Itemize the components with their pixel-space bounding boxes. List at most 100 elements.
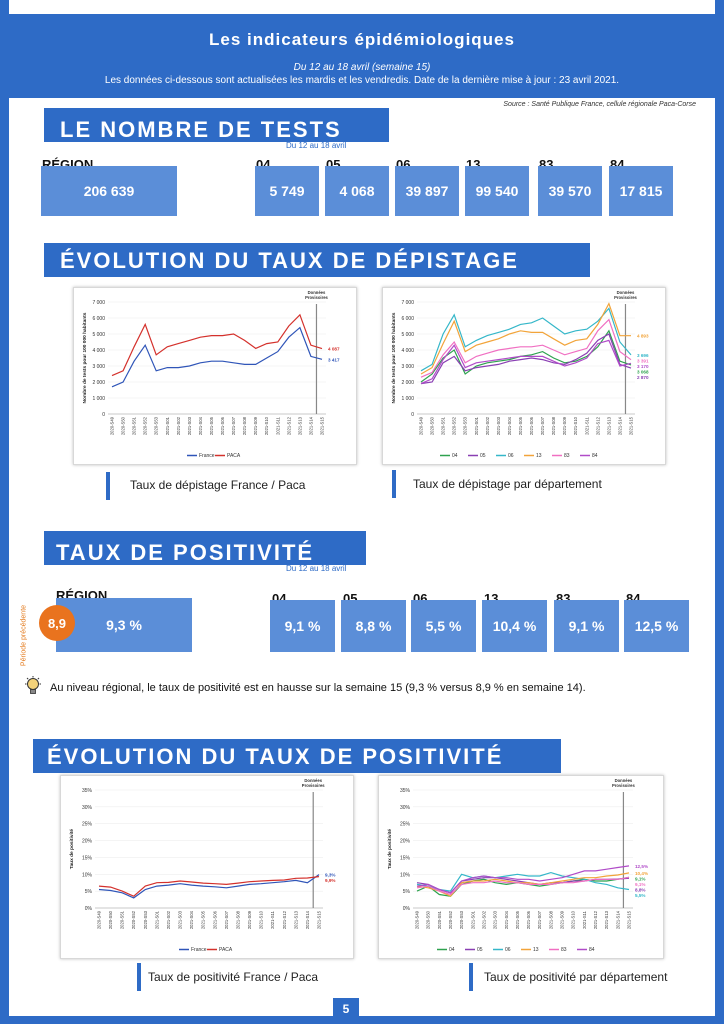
series-line-06 — [420, 307, 632, 372]
x-tick-label: 2021-S06 — [220, 416, 225, 435]
series-line-paca — [111, 313, 323, 377]
tests-dept-value-06: 39 897 — [405, 183, 449, 199]
x-tick-label: 2020-S51 — [120, 910, 125, 929]
chart-screening-departments-svg: 0 1 000 2 000 3 000 4 000 5 000 6 000 7 000 Nomb… — [391, 290, 649, 459]
x-tick-label: 2020-S51 — [441, 416, 446, 435]
legend-label: 04 — [449, 947, 455, 953]
y-tick-label: 4 000 — [92, 348, 105, 354]
x-tick-label: 2021-S05 — [201, 910, 206, 929]
x-tick-label: 2021-S07 — [540, 416, 545, 435]
positivity-evolution-title-text: ÉVOLUTION DU TAUX DE POSITIVITÉ — [47, 744, 504, 769]
y-tick-label: 0 — [102, 412, 105, 418]
x-tick-label: 2021-S04 — [189, 910, 194, 929]
x-tick-label: 2020-S52 — [143, 416, 148, 435]
x-tick-label: 2021-S05 — [518, 416, 523, 435]
end-label: 9,9% — [325, 878, 335, 883]
x-tick-label: 2021-S13 — [293, 910, 298, 929]
pos-dept-box-04: 9,1 % — [270, 600, 335, 652]
x-tick-label: 2021-S13 — [297, 416, 302, 435]
tests-dept-value-83: 39 570 — [548, 183, 592, 199]
y-tick-label: 5% — [85, 889, 93, 895]
y-tick-label: 25% — [400, 822, 411, 828]
tests-region-box: 206 639 — [41, 166, 177, 216]
x-tick-label: 2021-S12 — [282, 910, 287, 929]
tests-region-value: 206 639 — [83, 183, 135, 199]
legend-label: 04 — [452, 453, 458, 459]
frame-right — [715, 0, 724, 1024]
x-tick-label: 2021-S10 — [573, 416, 578, 435]
y-tick-label: 4 000 — [401, 348, 414, 354]
x-tick-label: 2021-S03 — [187, 416, 192, 435]
pos-dept-box-84: 12,5 % — [624, 600, 689, 652]
y-tick-label: 20% — [400, 839, 411, 845]
x-tick-label: 2020-S49 — [97, 910, 102, 929]
header-period: Du 12 au 18 avril (semaine 15) — [293, 62, 431, 73]
pos-dept-value-83: 9,1 % — [568, 618, 605, 634]
end-label: 12,5% — [635, 864, 648, 869]
x-tick-label: 2021-S06 — [212, 910, 217, 929]
end-label: 10,4% — [635, 871, 648, 876]
previous-period-value: 8,9 — [47, 615, 67, 631]
legend-label: 84 — [589, 947, 595, 953]
screening-title-text: ÉVOLUTION DU TAUX DE DÉPISTAGE — [60, 248, 519, 273]
header-banner: Les indicateurs épidémiologiques Du 12 a… — [9, 14, 715, 98]
legend-label: 13 — [536, 453, 542, 459]
x-tick-label: 2020-S52 — [448, 910, 453, 929]
x-tick-label: 2020-S52 — [452, 416, 457, 435]
y-tick-label: 2 000 — [401, 380, 414, 386]
legend-label: PACA — [219, 947, 233, 953]
x-tick-label: 2021-S03 — [493, 910, 498, 929]
x-tick-label: 2020-S53 — [463, 416, 468, 435]
previous-period-text: Période précédente — [20, 604, 28, 667]
series-line-83 — [420, 318, 632, 378]
x-tick-label: 2020-S49 — [110, 416, 115, 435]
x-tick-label: 2021-S11 — [584, 416, 589, 435]
x-tick-label: 2021-S07 — [224, 910, 229, 929]
tests-dept-box-13: 99 540 — [465, 166, 529, 216]
chart-positivity-departments-svg: 0% 5% 10% 15% 20% 25% 30% 35% Taux de positivité… — [387, 778, 648, 953]
x-tick-label: 2021-S15 — [317, 910, 322, 929]
x-tick-label: 2021-S03 — [496, 416, 501, 435]
caption-positivity-left: Taux de positivité France / Paca — [148, 970, 319, 984]
series-line-05 — [420, 333, 632, 385]
x-tick-label: 2021-S11 — [582, 910, 587, 929]
x-tick-label: 2021-S02 — [166, 910, 171, 929]
frame-bottom — [0, 1016, 724, 1024]
end-label: 3 391 — [637, 358, 649, 363]
series-line-04 — [420, 329, 632, 383]
x-tick-label: 2021-S15 — [627, 910, 632, 929]
x-tick-label: 2020-S53 — [154, 416, 159, 435]
frame-left — [0, 0, 9, 1024]
caption-screening-right: Taux de dépistage par département — [413, 477, 602, 491]
page-number-text: 5 — [342, 1002, 350, 1016]
x-tick-label: 2021-S15 — [629, 416, 634, 435]
chart-positivity-france-paca: 0% 5% 10% 15% 20% 25% 30% 35% Taux de positivité… — [60, 775, 354, 959]
series-line-paca — [98, 876, 320, 897]
y-tick-label: 35% — [82, 788, 93, 794]
y-tick-label: 6 000 — [92, 316, 105, 322]
end-label: 9,3% — [325, 873, 335, 878]
x-tick-label: 2020-S53 — [459, 910, 464, 929]
caption-positivity-right: Taux de positivité par département — [484, 970, 668, 984]
x-tick-label: 2020-S50 — [430, 416, 435, 435]
x-tick-label: 2021-S11 — [275, 416, 280, 435]
end-label: 8,8% — [635, 887, 645, 892]
x-tick-label: 2021-S02 — [481, 910, 486, 929]
y-tick-label: 3 000 — [401, 364, 414, 370]
positivity-title: TAUX DE POSITIVITÉ — [44, 531, 366, 565]
caption-bar-screening-left — [106, 472, 110, 500]
x-tick-label: 2021-S07 — [231, 416, 236, 435]
series-line-83 — [416, 876, 630, 896]
x-tick-label: 2021-S04 — [504, 910, 509, 929]
x-tick-label: 2021-S02 — [485, 416, 490, 435]
x-tick-label: 2020-S49 — [419, 416, 424, 435]
annotation-line2: Provisoires — [305, 295, 328, 300]
legend-label: 13 — [533, 947, 539, 953]
y-tick-label: 1 000 — [401, 396, 414, 402]
y-tick-label: 5% — [403, 889, 411, 895]
legend-label: 06 — [505, 947, 511, 953]
legend-label: PACA — [227, 453, 241, 459]
annotation-line1: Données — [308, 290, 326, 295]
x-tick-label: 2020-S50 — [426, 910, 431, 929]
